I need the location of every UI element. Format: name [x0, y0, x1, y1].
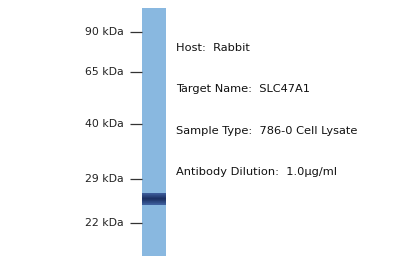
Bar — [142, 195, 166, 196]
Bar — [142, 200, 166, 201]
Bar — [142, 193, 166, 194]
Bar — [142, 198, 166, 199]
Bar — [142, 201, 166, 202]
Text: Host:  Rabbit: Host: Rabbit — [176, 43, 250, 53]
Bar — [142, 200, 166, 201]
Text: Sample Type:  786-0 Cell Lysate: Sample Type: 786-0 Cell Lysate — [176, 126, 357, 136]
Text: 65 kDa: 65 kDa — [85, 67, 124, 77]
Bar — [142, 196, 166, 197]
Text: 90 kDa: 90 kDa — [85, 27, 124, 37]
Bar — [142, 203, 166, 204]
Bar — [142, 198, 166, 199]
Bar — [142, 203, 166, 204]
Text: Antibody Dilution:  1.0µg/ml: Antibody Dilution: 1.0µg/ml — [176, 167, 337, 177]
Bar — [142, 202, 166, 203]
Text: 22 kDa: 22 kDa — [85, 218, 124, 228]
Text: 29 kDa: 29 kDa — [85, 174, 124, 184]
Bar — [142, 196, 166, 197]
Bar — [142, 199, 166, 200]
Bar — [142, 193, 166, 194]
Bar — [142, 197, 166, 198]
Bar — [142, 8, 166, 256]
Bar — [142, 195, 166, 196]
Bar — [142, 199, 166, 200]
Text: 40 kDa: 40 kDa — [85, 119, 124, 129]
Bar — [142, 204, 166, 205]
Bar — [142, 201, 166, 202]
Text: Target Name:  SLC47A1: Target Name: SLC47A1 — [176, 84, 310, 95]
Bar — [142, 204, 166, 205]
Bar — [142, 194, 166, 195]
